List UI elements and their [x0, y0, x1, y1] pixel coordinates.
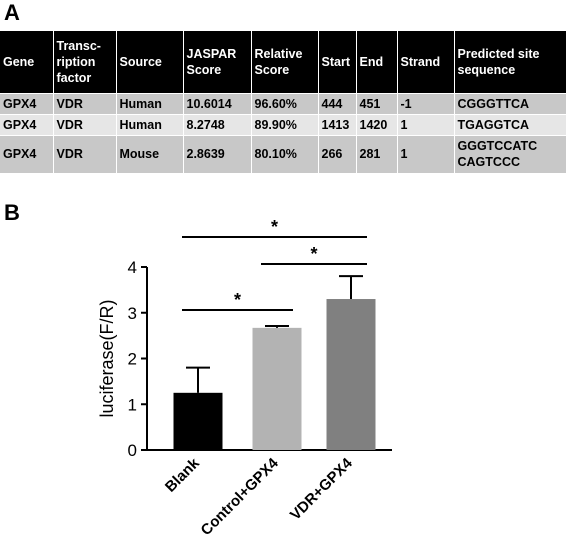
bar	[326, 299, 376, 450]
y-axis-label: luciferase(F/R)	[97, 299, 117, 417]
significance-star: *	[234, 290, 241, 310]
cell-transcription-factor: VDR	[53, 114, 117, 135]
cell-strand: 1	[397, 114, 455, 135]
bar	[173, 392, 223, 450]
y-tick-label: 2	[128, 350, 137, 369]
cell-end: 451	[356, 93, 398, 114]
cell-jaspar-score: 10.6014	[183, 93, 252, 114]
cell-relative-score: 96.60%	[251, 93, 319, 114]
cell-end: 1420	[356, 114, 398, 135]
table-row: GPX4 VDR Human 8.2748 89.90% 1413 1420 1…	[0, 114, 566, 135]
cell-end: 281	[356, 135, 398, 173]
y-tick-label: 1	[128, 395, 137, 414]
cell-start: 266	[318, 135, 357, 173]
cell-source: Mouse	[116, 135, 184, 173]
cell-source: Human	[116, 93, 184, 114]
header-end: End	[356, 31, 398, 93]
cell-gene: GPX4	[0, 114, 54, 135]
cell-start: 1413	[318, 114, 357, 135]
panel-b-label: B	[4, 200, 20, 225]
panel-a-label: A	[4, 0, 20, 25]
cell-transcription-factor: VDR	[53, 135, 117, 173]
cell-strand: 1	[397, 135, 455, 173]
header-start: Start	[318, 31, 357, 93]
cell-relative-score: 89.90%	[251, 114, 319, 135]
y-tick-label: 3	[128, 304, 137, 323]
header-predicted-sequence: Predicted site sequence	[457, 46, 540, 77]
header-relative-score: Relative Score	[251, 31, 319, 93]
y-tick-label: 4	[128, 258, 137, 277]
bar	[252, 327, 302, 450]
y-tick-label: 0	[128, 441, 137, 460]
significance-star: *	[310, 244, 317, 264]
predicted-binding-site-table: Gene Transc-ription factor Source JASPAR…	[0, 31, 566, 173]
header-jaspar-score: JASPAR Score	[183, 31, 252, 93]
header-gene: Gene	[0, 31, 54, 93]
cell-relative-score: 80.10%	[251, 135, 319, 173]
cell-jaspar-score: 8.2748	[183, 114, 252, 135]
cell-sequence: TGAGGTCA	[457, 117, 530, 132]
significance-star: *	[271, 217, 278, 237]
x-tick-label: VDR+GPX4	[287, 454, 356, 523]
header-transcription-factor: Transc-ription factor	[53, 31, 117, 93]
cell-strand: -1	[397, 93, 455, 114]
x-tick-label: Control+GPX4	[198, 454, 283, 539]
cell-gene: GPX4	[0, 135, 54, 173]
cell-start: 444	[318, 93, 357, 114]
cell-transcription-factor: VDR	[53, 93, 117, 114]
cell-sequence: CGGGTTCA	[457, 96, 530, 111]
header-strand: Strand	[397, 31, 455, 93]
table-row: GPX4 VDR Human 10.6014 96.60% 444 451 -1…	[0, 93, 566, 114]
table-row: GPX4 VDR Mouse 2.8639 80.10% 266 281 1 G…	[0, 135, 566, 173]
x-tick-label: Blank	[162, 454, 203, 495]
header-source: Source	[116, 31, 184, 93]
cell-sequence: GGGTCCATC CAGTCCC	[457, 139, 538, 170]
cell-gene: GPX4	[0, 93, 54, 114]
cell-jaspar-score: 2.8639	[183, 135, 252, 173]
cell-source: Human	[116, 114, 184, 135]
table-header-row: Gene Transc-ription factor Source JASPAR…	[0, 31, 566, 93]
